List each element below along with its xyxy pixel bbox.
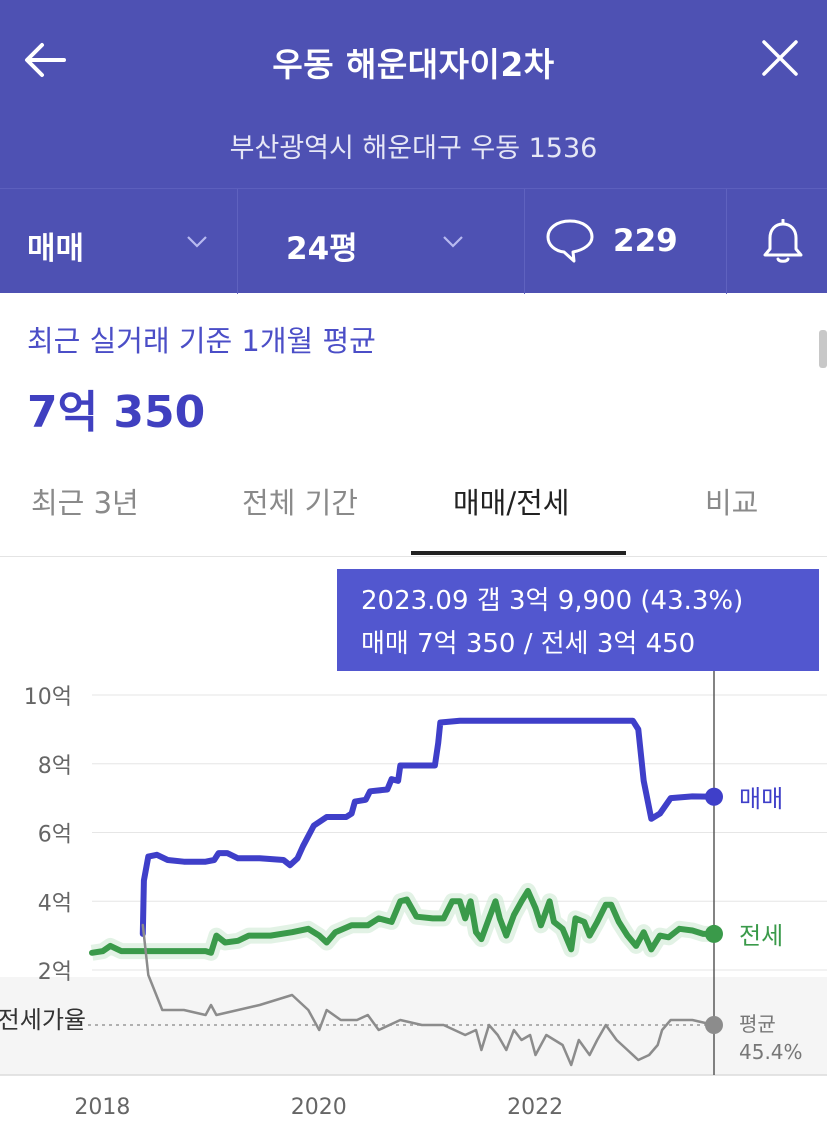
- ratio-average-label: 평균: [739, 1012, 776, 1036]
- ratio-series-line: [141, 923, 716, 1067]
- jeonse-series-label: 전세: [739, 922, 783, 950]
- scrollbar[interactable]: [819, 330, 827, 368]
- jeonse-series-line: [89, 887, 717, 956]
- app-header: 우동 해운대자이2차 부산광역시 해운대구 우동 1536 매매 24평 229: [0, 0, 827, 294]
- tab-recent-3-years[interactable]: 최근 3년: [31, 486, 139, 520]
- size-select[interactable]: 24평: [238, 189, 524, 294]
- x-tick-label: 2022: [507, 1095, 563, 1120]
- chart-tooltip: 2023.09 갭 3억 9,900 (43.3%) 매매 7억 350 / 전…: [337, 569, 819, 671]
- y-tick-label: 10억: [24, 685, 72, 710]
- tab-compare[interactable]: 비교: [705, 486, 759, 520]
- notification-button[interactable]: [727, 189, 827, 294]
- divider: [524, 189, 525, 294]
- summary-label: 최근 실거래 기준 1개월 평균: [27, 324, 376, 358]
- y-tick-label: 8억: [38, 754, 72, 779]
- chat-bubble-icon: [546, 219, 594, 263]
- divider: [237, 189, 238, 294]
- ratio-series-label: 전세가율: [0, 1006, 86, 1034]
- trade-type-label: 매매: [27, 231, 85, 267]
- jeonse-end-point: [705, 924, 723, 943]
- back-arrow-icon[interactable]: [22, 38, 68, 82]
- chevron-down-icon: [443, 236, 463, 248]
- summary-value: 7억 350: [27, 387, 206, 438]
- close-icon[interactable]: [760, 38, 800, 78]
- divider: [726, 189, 727, 294]
- address-text: 부산광역시 해운대구 우동 1536: [229, 133, 598, 164]
- sale-series-label: 매매: [739, 785, 783, 813]
- active-tab-indicator: [411, 551, 626, 555]
- filter-bar: 매매 24평 229: [0, 188, 827, 294]
- y-tick-label: 6억: [38, 823, 72, 848]
- sale-end-point: [705, 787, 723, 806]
- tab-all-period[interactable]: 전체 기간: [242, 486, 358, 520]
- ratio-average-value: 45.4%: [739, 1040, 803, 1064]
- y-tick-label: 2억: [38, 960, 72, 985]
- comments-button[interactable]: 229: [525, 189, 726, 294]
- ratio-end-point: [705, 1016, 723, 1034]
- tooltip-gap-line: 2023.09 갭 3억 9,900 (43.3%): [361, 586, 744, 616]
- size-label: 24평: [286, 231, 358, 267]
- x-tick-label: 2020: [291, 1095, 347, 1120]
- ratio-panel-bg: [0, 977, 827, 1075]
- y-tick-label: 4억: [38, 891, 72, 916]
- tooltip-price-line: 매매 7억 350 / 전세 3억 450: [361, 629, 696, 659]
- sale-series-line: [139, 717, 717, 937]
- bell-icon: [763, 219, 803, 263]
- chevron-down-icon: [187, 236, 207, 248]
- tab-divider: [0, 556, 827, 557]
- page-title: 우동 해운대자이2차: [272, 45, 555, 84]
- x-tick-label: 2018: [74, 1095, 130, 1120]
- tab-sale-jeonse[interactable]: 매매/전세: [453, 486, 570, 520]
- trade-type-select[interactable]: 매매: [0, 189, 237, 294]
- comment-count: 229: [613, 223, 678, 259]
